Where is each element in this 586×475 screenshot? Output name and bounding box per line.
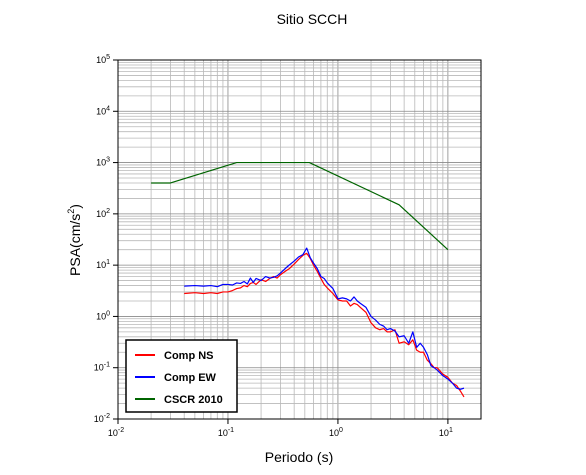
x-axis-label: Periodo (s) xyxy=(265,449,333,465)
legend-label: CSCR 2010 xyxy=(164,394,223,406)
x-tick-label: 10-2 xyxy=(108,427,124,438)
series-line xyxy=(151,161,449,251)
plot-frame xyxy=(117,59,482,420)
legend-label: Comp EW xyxy=(164,372,217,384)
y-tick-label: 102 xyxy=(96,208,110,219)
y-tick-label: 10-2 xyxy=(94,413,110,424)
series-line xyxy=(184,247,465,390)
y-tick-label: 100 xyxy=(96,310,110,321)
y-axis-label: PSA(cm/s2) xyxy=(66,204,83,276)
y-tick-label: 103 xyxy=(96,157,110,168)
x-tick-label: 101 xyxy=(439,427,453,438)
x-tick-label: 100 xyxy=(329,427,343,438)
x-tick-label: 10-1 xyxy=(218,427,234,438)
ticks: 10-2 10-1 100 101 10-2 10-1 100 101 102 103 104 105 xyxy=(94,54,453,438)
legend: Comp NS Comp EW CSCR 2010 xyxy=(125,339,238,413)
y-tick-label: 105 xyxy=(96,54,110,65)
y-tick-label: 104 xyxy=(96,105,110,116)
legend-items: Comp NS Comp EW CSCR 2010 xyxy=(135,350,223,406)
y-tick-label: 101 xyxy=(96,259,110,270)
series-group xyxy=(151,161,465,398)
chart-title: Sitio SCCH xyxy=(277,11,348,27)
series-line xyxy=(184,252,465,398)
legend-label: Comp NS xyxy=(164,350,214,362)
y-tick-label: 10-1 xyxy=(94,362,110,373)
